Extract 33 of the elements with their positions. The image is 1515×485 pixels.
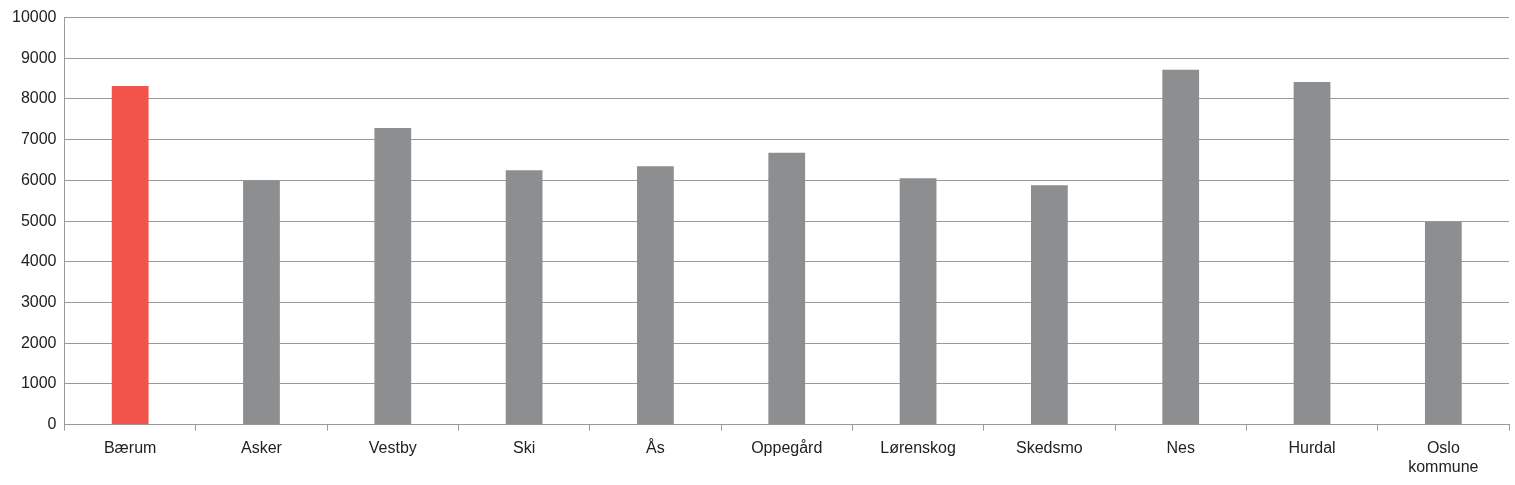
bar [1031, 185, 1068, 425]
bar [637, 166, 674, 425]
x-tick-label: Oslo kommune [1408, 438, 1479, 475]
y-tick-label: 6000 [20, 170, 57, 188]
x-tick-label: Oppegård [751, 438, 823, 456]
y-tick-label: 8000 [20, 89, 57, 107]
bar [505, 170, 543, 425]
bar [1293, 81, 1331, 425]
y-tick-label: 1000 [20, 374, 57, 392]
y-tick-label: 9000 [20, 48, 57, 66]
y-tick-label: 10000 [11, 8, 57, 26]
y-tick-label: 3000 [20, 292, 57, 310]
x-tick-label: Ski [512, 438, 536, 456]
x-tick-label: Bærum [103, 438, 157, 456]
x-tick-label: Hurdal [1288, 438, 1336, 456]
y-tick-label: 0 [47, 415, 57, 433]
x-tick-label: Lørenskog [880, 438, 956, 456]
y-tick-label: 7000 [20, 130, 57, 148]
y-tick-label: 4000 [20, 252, 57, 270]
bar [243, 180, 280, 425]
bar [111, 85, 149, 425]
bar [1424, 221, 1462, 425]
bar [374, 127, 412, 425]
y-tick-label: 2000 [20, 333, 57, 351]
bar [1162, 69, 1200, 425]
y-tick-label: 5000 [20, 211, 57, 229]
x-tick-label: Asker [241, 438, 283, 456]
x-tick-label: Nes [1166, 438, 1195, 456]
x-tick-label: Skedsmo [1016, 438, 1083, 456]
bar [899, 178, 937, 425]
x-tick-label: Vestby [368, 438, 417, 456]
bar [768, 152, 806, 425]
x-tick-label: Ås [646, 437, 665, 456]
